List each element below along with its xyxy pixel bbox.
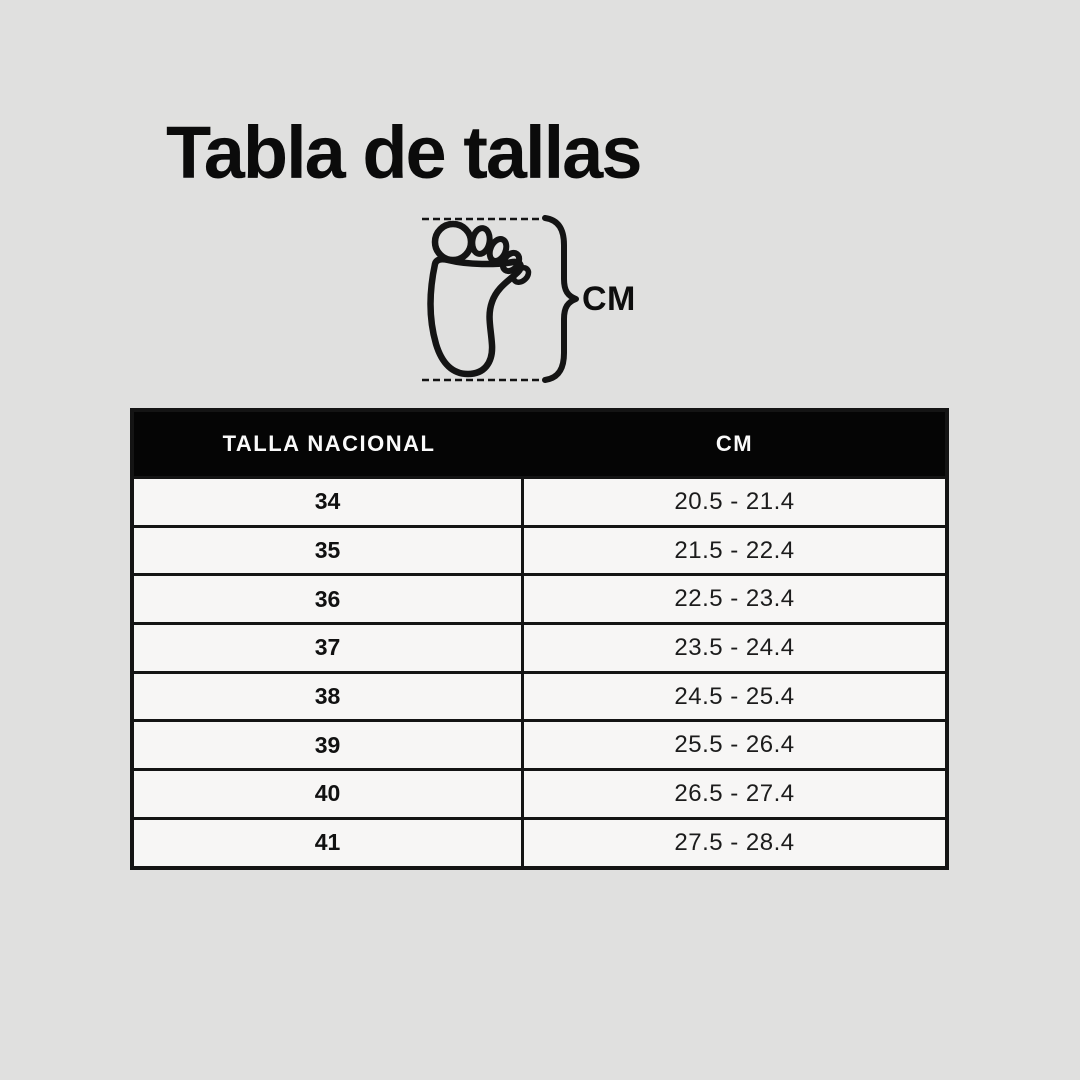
table-header-cm: CM <box>715 431 754 456</box>
size-table: TALLA NACIONAL CM 34 20.5 - 21.4 35 21.5… <box>130 408 949 870</box>
table-row: 35 21.5 - 22.4 <box>134 524 945 574</box>
cm-cell: 27.5 - 28.4 <box>674 828 795 856</box>
cm-cell: 25.5 - 26.4 <box>674 731 795 759</box>
table-row: 40 26.5 - 27.4 <box>134 768 945 817</box>
talla-cell: 34 <box>134 479 524 525</box>
talla-cell: 37 <box>134 625 524 671</box>
cm-cell: 22.5 - 23.4 <box>674 585 795 613</box>
talla-cell: 35 <box>134 527 524 574</box>
table-header-row: TALLA NACIONAL CM <box>134 412 945 476</box>
cm-cell: 20.5 - 21.4 <box>674 487 795 515</box>
curly-brace-icon <box>542 215 579 383</box>
talla-cell: 36 <box>134 576 524 623</box>
talla-cell: 39 <box>134 722 524 769</box>
talla-cell: 38 <box>134 673 524 720</box>
cm-cell: 26.5 - 27.4 <box>674 779 795 807</box>
table-row: 37 23.5 - 24.4 <box>134 622 945 671</box>
cm-cell: 21.5 - 22.4 <box>674 536 795 564</box>
table-row: 34 20.5 - 21.4 <box>134 476 945 525</box>
foot-outline-icon <box>422 217 546 382</box>
table-row: 39 25.5 - 26.4 <box>134 719 945 769</box>
table-header-talla-nacional: TALLA NACIONAL <box>222 431 436 456</box>
talla-cell: 40 <box>134 771 524 817</box>
table-row: 36 22.5 - 23.4 <box>134 573 945 623</box>
talla-cell: 41 <box>134 819 524 866</box>
foot-measure-figure: CM <box>420 214 700 386</box>
cm-cell: 24.5 - 25.4 <box>674 682 795 710</box>
table-row: 41 27.5 - 28.4 <box>134 816 945 866</box>
page-title: Tabla de tallas <box>166 111 642 194</box>
table-row: 38 24.5 - 25.4 <box>134 670 945 720</box>
cm-cell: 23.5 - 24.4 <box>674 633 795 661</box>
cm-unit-label: CM <box>582 280 636 318</box>
